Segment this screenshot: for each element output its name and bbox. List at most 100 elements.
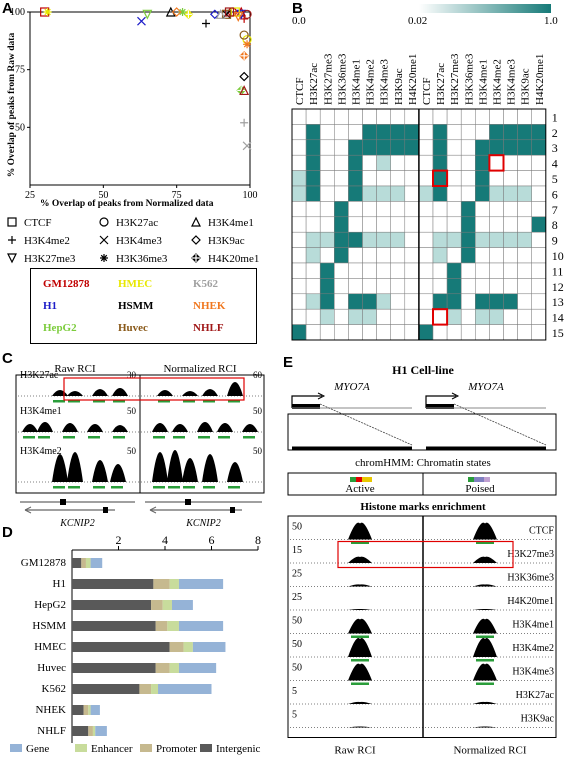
heatmap-cell <box>319 170 335 187</box>
e-track-max: 5 <box>292 686 297 697</box>
heatmap-cell <box>404 278 420 295</box>
heatmap-cell <box>432 139 448 156</box>
heatmap-cell <box>348 216 363 233</box>
heatmap-cell <box>489 293 504 310</box>
cell-legend-label: H1 <box>43 300 57 312</box>
heatmap-cell <box>291 154 307 171</box>
b-col-label: H3K27me3 <box>322 53 334 105</box>
heatmap-cell <box>489 216 504 233</box>
c-peak-call <box>93 400 105 403</box>
heatmap-cell <box>291 201 307 218</box>
c-peak <box>152 452 168 482</box>
a-point <box>215 8 226 19</box>
heatmap-cell <box>319 124 335 141</box>
d-category-label: GM12878 <box>21 557 67 569</box>
a-ytick: 75 <box>15 65 25 76</box>
a-ytick: 100 <box>10 7 25 18</box>
a-xtick: 25 <box>25 190 35 201</box>
b-col-label: H3K4me3 <box>506 59 518 105</box>
e-track-max: 50 <box>292 663 302 674</box>
c-peak <box>197 422 213 432</box>
d-bar <box>72 579 154 589</box>
heatmap-cell <box>489 262 504 279</box>
heatmap-cell <box>404 216 420 233</box>
heatmap-cell <box>404 124 420 141</box>
d-bar <box>155 663 170 673</box>
heatmap-cell <box>475 308 490 325</box>
e-title: H1 Cell-line <box>392 363 454 377</box>
c-peak <box>242 424 258 432</box>
c-gene-exon <box>230 507 235 513</box>
heatmap-cell <box>531 108 547 125</box>
heatmap-cell <box>503 231 518 248</box>
e-peak <box>348 637 372 657</box>
heatmap-cell <box>489 231 504 248</box>
c-highlight-box <box>63 377 245 401</box>
heatmap-cell <box>475 231 490 248</box>
d-bar <box>81 558 86 568</box>
mark-legend-label: H3K4me1 <box>208 217 254 229</box>
d-category-label: HSMM <box>32 620 66 632</box>
mark-legend-icon <box>99 235 109 245</box>
d-bar <box>72 558 82 568</box>
e-peak <box>348 663 372 681</box>
heatmap-cell <box>319 108 335 125</box>
c-peak <box>182 458 198 482</box>
e-peak-call <box>476 682 494 685</box>
d-xtick: 4 <box>162 533 168 547</box>
heatmap-cell <box>517 108 532 125</box>
c-peak <box>67 391 83 396</box>
heatmap-cell <box>348 247 363 264</box>
heatmap-cell <box>446 308 462 325</box>
d-bar <box>183 642 193 652</box>
heatmap-cell <box>305 170 321 187</box>
d-bar <box>169 663 179 673</box>
heatmap-cell <box>446 154 462 171</box>
a-point <box>137 16 146 26</box>
a-xtick: 75 <box>172 190 182 201</box>
b-col-label: H3K4me3 <box>379 59 391 105</box>
c-track-label: H3K27ac <box>20 370 59 381</box>
heatmap-cell <box>390 231 406 248</box>
c-peak-call <box>183 486 195 489</box>
d-bar <box>72 642 170 652</box>
d-category-label: HepG2 <box>34 599 66 611</box>
d-legend-swatch <box>75 744 87 752</box>
heatmap-cell <box>517 278 532 295</box>
panel-label-a: A <box>2 0 13 17</box>
c-peak-call <box>68 486 80 489</box>
heatmap-cell <box>334 308 349 325</box>
heatmap-cell <box>376 324 391 341</box>
heatmap-cell <box>319 262 335 279</box>
c-peak-call <box>173 436 185 439</box>
e-peak <box>473 637 497 657</box>
colorbar-max: 1.0 <box>544 15 558 27</box>
mark-legend-icon <box>191 216 201 227</box>
heatmap-cell <box>503 185 518 202</box>
cell-legend-label: GM12878 <box>43 278 90 290</box>
heatmap-cell <box>531 247 547 264</box>
heatmap-cell <box>432 231 448 248</box>
e-state-block <box>362 477 372 482</box>
e-histone-title: Histone marks enrichment <box>360 501 486 513</box>
e-peak <box>473 701 497 704</box>
heatmap-cell <box>376 216 391 233</box>
heatmap-cell <box>305 308 321 325</box>
heatmap-cell <box>334 201 349 218</box>
heatmap-cell <box>531 185 547 202</box>
heatmap-cell <box>446 247 462 264</box>
b-row-label: 8 <box>552 218 558 232</box>
heatmap-cell <box>319 247 335 264</box>
c-peak-call <box>38 436 50 439</box>
e-peak <box>473 584 497 587</box>
heatmap-cell <box>291 216 307 233</box>
d-bar <box>72 600 152 610</box>
e-tracks-frame <box>287 515 557 738</box>
c-track-max: 50 <box>253 446 263 456</box>
heatmap-cell <box>291 324 307 341</box>
heatmap-cell <box>376 262 391 279</box>
heatmap-cell <box>291 139 307 156</box>
heatmap-cell <box>460 324 476 341</box>
heatmap-cell <box>503 308 518 325</box>
b-row-label: 3 <box>552 141 558 155</box>
